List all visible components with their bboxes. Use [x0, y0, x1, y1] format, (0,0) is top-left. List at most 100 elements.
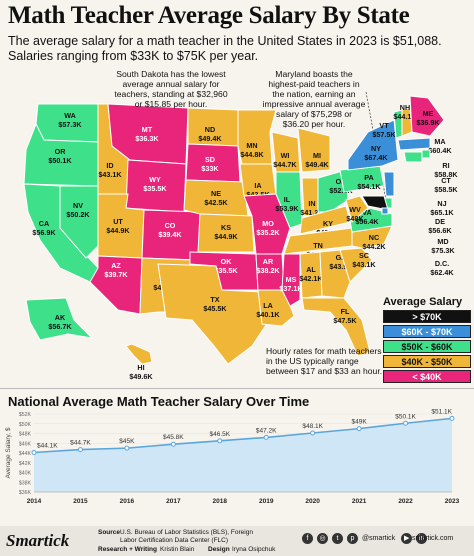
state-me: ME$36.9K [409, 95, 445, 137]
state-abbr: GA [336, 253, 347, 262]
state-ct: CT$58.5K [403, 151, 458, 194]
state-sc: SC$43.1K [339, 247, 376, 283]
state-nd: ND$49.4K [187, 107, 239, 147]
state-abbr: CT [441, 176, 451, 185]
state-ny: NY$67.4K [347, 119, 399, 171]
state-salary: $44.7K [273, 160, 297, 169]
state-shape [297, 127, 331, 173]
website-link[interactable]: smartick.com [412, 535, 454, 542]
state-salary: $50.1K [48, 156, 72, 165]
state-abbr: WI [281, 151, 290, 160]
national-salary-chart: Average Salary, $ $36K $38K $40K $42K $44K $46… [5, 408, 460, 505]
salary-legend: Average Salary > $70K $60K - $70K $50K - $… [383, 296, 471, 385]
state-salary: $49.4K [305, 160, 329, 169]
y-tick-label: $38K [19, 480, 32, 486]
x-tick-label: 2014 [27, 498, 42, 505]
data-point [170, 441, 176, 447]
state-abbr: TN [313, 241, 323, 250]
state-abbr: WA [64, 111, 76, 120]
state-salary: $36.3K [135, 134, 159, 143]
state-abbr: MD [437, 237, 448, 246]
data-label: $44.1K [37, 443, 58, 450]
state-ks: KS$44.9K [197, 213, 255, 253]
state-abbr: HI [137, 363, 144, 372]
page-title: Math Teacher Average Salary By State [8, 2, 410, 29]
state-salary: $67.4K [364, 153, 388, 162]
state-ak: AK$56.7K [25, 297, 94, 341]
data-point [356, 426, 362, 432]
state-salary: $49.6K [129, 372, 153, 381]
data-point [31, 450, 37, 456]
x-tick-label: 2020 [305, 498, 320, 505]
x-tick-label: 2018 [213, 498, 228, 505]
social-links: f ◎ t p @smartick ▶ in [302, 533, 428, 544]
state-abbr: WY [149, 175, 161, 184]
source-label: Source [98, 529, 121, 536]
footer: Smartick Source U.S. Bureau of Labor Sta… [0, 526, 474, 556]
state-abbr: AK [55, 313, 66, 322]
salary-area [34, 418, 452, 492]
data-label: $51.1K [431, 408, 452, 415]
state-salary: $56.9K [32, 228, 56, 237]
state-salary: $44.8K [240, 150, 264, 159]
state-abbr: OR [55, 147, 67, 156]
state-salary: $48K [346, 214, 364, 223]
state-shape [381, 207, 389, 215]
social-handle[interactable]: @smartick [362, 535, 396, 542]
callout-hourly-range: Hourly rates for math teachers in the US… [266, 346, 383, 376]
state-la: LA$40.1K [256, 289, 295, 327]
state-abbr: KS [221, 223, 231, 232]
state-abbr: TX [210, 295, 219, 304]
state-abbr: ID [106, 161, 113, 170]
state-wi: WI$44.7K [271, 131, 301, 173]
data-label: $45K [119, 438, 135, 445]
state-shape [345, 195, 369, 223]
data-point [217, 438, 223, 444]
data-label: $48.1K [302, 423, 323, 430]
state-salary: $44.9K [106, 226, 130, 235]
legend-item: $40K - $50K [383, 355, 471, 368]
state-abbr: NY [371, 144, 381, 153]
state-salary: $45.5K [203, 304, 227, 313]
state-shape [409, 95, 445, 137]
national-chart-title: National Average Math Teacher Salary Ove… [8, 394, 310, 409]
state-abbr: VA [362, 208, 371, 217]
state-abbr: OK [221, 257, 233, 266]
state-abbr: CA [39, 219, 49, 228]
state-salary: $43.5K [246, 190, 270, 199]
state-salary: $62.4K [430, 268, 454, 277]
data-label: $46.5K [209, 431, 230, 438]
state-wv: WV$48K [345, 195, 369, 223]
state-shape [301, 297, 371, 357]
facebook-icon[interactable]: f [302, 533, 313, 544]
instagram-icon[interactable]: ◎ [317, 533, 328, 544]
data-point [449, 415, 455, 421]
twitter-icon[interactable]: t [332, 533, 343, 544]
state-salary: $57.5K [372, 130, 396, 139]
state-mi: MI$49.4K [297, 127, 331, 173]
state-shape [421, 149, 431, 159]
legend-item: $60K - $70K [383, 325, 471, 338]
youtube-icon[interactable]: ▶ [401, 533, 413, 544]
data-point [77, 447, 83, 453]
state-salary: $44.2K [362, 242, 386, 251]
state-pa: PA$54.1K [339, 165, 385, 193]
state-shape [339, 247, 373, 283]
design-value: Iryna Osipchuk [232, 546, 276, 553]
pinterest-icon[interactable]: p [347, 533, 358, 544]
state-abbr: D.C. [435, 259, 449, 268]
state-salary: $40.1K [256, 310, 280, 319]
y-tick-label: $46K [19, 441, 32, 447]
state-abbr: WV [349, 205, 361, 214]
linkedin-icon[interactable]: in [416, 533, 428, 544]
legend-item: < $40K [383, 370, 471, 383]
x-tick-label: 2023 [445, 498, 460, 505]
data-label: $45.8K [163, 434, 184, 441]
state-ne: NE$42.5K [183, 179, 249, 217]
state-abbr: NJ [437, 199, 446, 208]
state-sd: SD$33K [185, 143, 241, 183]
state-fl: FL$47.5K [301, 297, 371, 357]
y-tick-label: $48K [19, 432, 32, 438]
state-nc: NC$44.2K [351, 225, 393, 251]
state-abbr: UT [113, 217, 123, 226]
